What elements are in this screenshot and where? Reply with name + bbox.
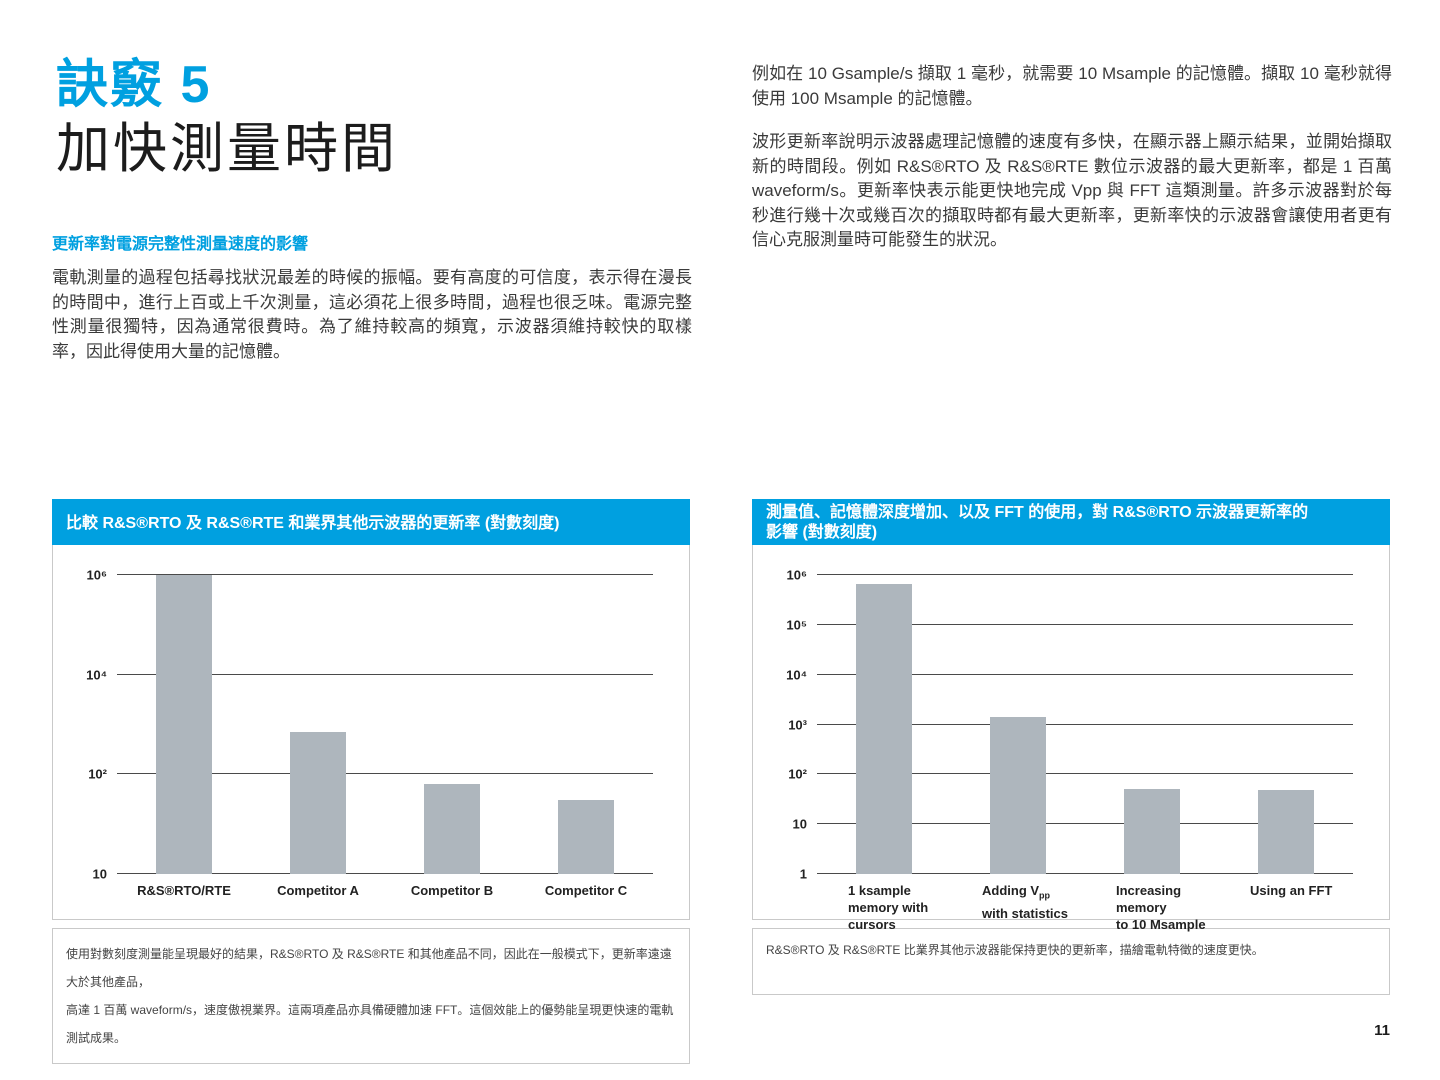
category-label: Increasing memory to 10 Msample bbox=[1085, 882, 1219, 933]
category-label-line: memory with cursors bbox=[848, 900, 929, 932]
category-label-text: Adding Vpp with statistics bbox=[982, 882, 1085, 922]
bar bbox=[1124, 789, 1180, 874]
body-paragraph: 電軌測量的過程包括尋找狀況最差的時候的振幅。要有高度的可信度，表示得在漫長的時間… bbox=[52, 268, 692, 361]
gridline bbox=[117, 673, 653, 675]
category-label: Competitor C bbox=[519, 882, 653, 899]
bar-column bbox=[951, 575, 1085, 874]
plot-area: 1 10 10² 10³ 10⁴ 10⁵ 10⁶ bbox=[786, 569, 1353, 881]
category-label-line: Adding Vpp bbox=[982, 883, 1051, 901]
page-title: 加快測量時間 bbox=[56, 119, 398, 179]
category-label-text: Competitor A bbox=[251, 882, 385, 899]
y-tick-label: 10⁶ bbox=[786, 567, 807, 583]
bar-column bbox=[385, 575, 519, 874]
right-text-column: 例如在 10 Gsample/s 擷取 1 毫秒，就需要 10 Msample … bbox=[752, 62, 1392, 253]
category-label-text: Using an FFT bbox=[1250, 882, 1353, 899]
bar-column bbox=[817, 575, 951, 874]
category-label-text: Competitor B bbox=[385, 882, 519, 899]
bar bbox=[290, 732, 346, 874]
bar-column bbox=[251, 575, 385, 874]
y-tick-label: 10³ bbox=[788, 717, 807, 732]
category-label: Adding Vpp with statistics bbox=[951, 882, 1085, 933]
category-label: R&S®RTO/RTE bbox=[117, 882, 251, 899]
bar-column bbox=[117, 575, 251, 874]
y-tick-label: 10⁵ bbox=[786, 617, 807, 633]
bar bbox=[1258, 790, 1314, 874]
gridline bbox=[117, 873, 653, 874]
chart-box: 10 10² 10⁴ 10⁶ R&S®RTO/RTE Competitor A Compe… bbox=[52, 545, 690, 920]
y-tick-label: 10² bbox=[88, 766, 107, 782]
bar-column bbox=[1085, 575, 1219, 874]
category-axis: R&S®RTO/RTE Competitor A Competitor B Compe… bbox=[117, 882, 653, 899]
y-tick-label: 10 bbox=[92, 866, 107, 882]
category-axis: 1 ksample memory with cursors Adding Vpp wi… bbox=[817, 882, 1353, 933]
gridline bbox=[817, 574, 1353, 575]
category-label: Using an FFT bbox=[1219, 882, 1353, 933]
category-label-line: Increasing memory bbox=[1116, 883, 1182, 915]
bar-column bbox=[1219, 575, 1353, 874]
category-label-line: 1 ksample bbox=[848, 883, 911, 898]
category-label: Competitor A bbox=[251, 882, 385, 899]
chart-title: 比較 R&S®RTO 及 R&S®RTE 和業界其他示波器的更新率 (對數刻度) bbox=[52, 499, 690, 545]
category-label-text: Increasing memory to 10 Msample bbox=[1116, 882, 1219, 933]
page-number: 11 bbox=[1374, 1022, 1390, 1039]
category-label-line: Competitor B bbox=[410, 883, 494, 898]
category-label-line: Competitor C bbox=[544, 883, 628, 898]
y-tick-label: 10 bbox=[792, 816, 807, 832]
gridline bbox=[817, 723, 1353, 725]
category-label-line: Using an FFT bbox=[1250, 883, 1333, 898]
bars-row bbox=[117, 575, 653, 874]
gridline bbox=[817, 773, 1353, 775]
page-kicker: 訣竅 5 bbox=[56, 56, 212, 114]
bar bbox=[856, 584, 912, 874]
category-label-line: with statistics bbox=[982, 905, 1068, 921]
y-tick-label: 10⁴ bbox=[86, 667, 107, 683]
category-label-line: R&S®RTO/RTE bbox=[137, 883, 231, 898]
caption-box: 使用對數刻度測量能呈現最好的結果，R&S®RTO 及 R&S®RTE 和其他產品… bbox=[52, 928, 690, 1064]
chart-box: 1 10 10² 10³ 10⁴ 10⁵ 10⁶ 1 ksample memory with … bbox=[752, 545, 1390, 932]
gridline bbox=[817, 873, 1353, 874]
gridline bbox=[817, 623, 1353, 625]
category-label-text: 1 ksample memory with cursors bbox=[848, 882, 951, 933]
bar bbox=[990, 717, 1046, 874]
category-label: 1 ksample memory with cursors bbox=[817, 882, 951, 933]
plot-area: 10 10² 10⁴ 10⁶ bbox=[86, 569, 653, 881]
category-label-line: to 10 Msample bbox=[1116, 917, 1206, 932]
gridline bbox=[117, 773, 653, 775]
bar bbox=[558, 800, 614, 874]
bar-column bbox=[519, 575, 653, 874]
chart-caption: 使用對數刻度測量能呈現最好的結果，R&S®RTO 及 R&S®RTE 和其他產品… bbox=[66, 947, 674, 1045]
y-tick-label: 1 bbox=[799, 866, 807, 882]
y-tick-label: 10² bbox=[788, 766, 807, 782]
caption-box: R&S®RTO 及 R&S®RTE 比業界其他示波器能保持更快的更新率，描繪電軌… bbox=[752, 928, 1390, 995]
category-label-text: R&S®RTO/RTE bbox=[117, 882, 251, 899]
bar bbox=[156, 575, 212, 874]
body-paragraph: 波形更新率說明示波器處理記憶體的速度有多快，在顯示器上顯示結果，並開始擷取新的時… bbox=[752, 132, 1392, 249]
chart-panel-update-rate-comparison: 比較 R&S®RTO 及 R&S®RTE 和業界其他示波器的更新率 (對數刻度)… bbox=[52, 499, 690, 1064]
chart-title: 測量值、記憶體深度增加、以及 FFT 的使用，對 R&S®RTO 示波器更新率的… bbox=[752, 499, 1390, 545]
gridline bbox=[117, 574, 653, 575]
y-tick-label: 10⁶ bbox=[86, 567, 107, 583]
body-paragraph: 例如在 10 Gsample/s 擷取 1 毫秒，就需要 10 Msample … bbox=[752, 64, 1392, 108]
category-label: Competitor B bbox=[385, 882, 519, 899]
gridline bbox=[817, 673, 1353, 675]
gridline bbox=[817, 823, 1353, 825]
bars-row bbox=[817, 575, 1353, 874]
section-heading: 更新率對電源完整性測量速度的影響 bbox=[52, 236, 309, 253]
left-text-column: 更新率對電源完整性測量速度的影響 電軌測量的過程包括尋找狀況最差的時候的振幅。要… bbox=[52, 230, 692, 364]
chart-caption: R&S®RTO 及 R&S®RTE 比業界其他示波器能保持更快的更新率，描繪電軌… bbox=[766, 943, 1264, 957]
y-tick-label: 10⁴ bbox=[786, 667, 807, 683]
category-label-text: Competitor C bbox=[519, 882, 653, 899]
category-label-line: Competitor A bbox=[277, 883, 359, 898]
bar bbox=[424, 784, 480, 874]
chart-panel-rto-update-rate-impact: 測量值、記憶體深度增加、以及 FFT 的使用，對 R&S®RTO 示波器更新率的… bbox=[752, 499, 1390, 995]
